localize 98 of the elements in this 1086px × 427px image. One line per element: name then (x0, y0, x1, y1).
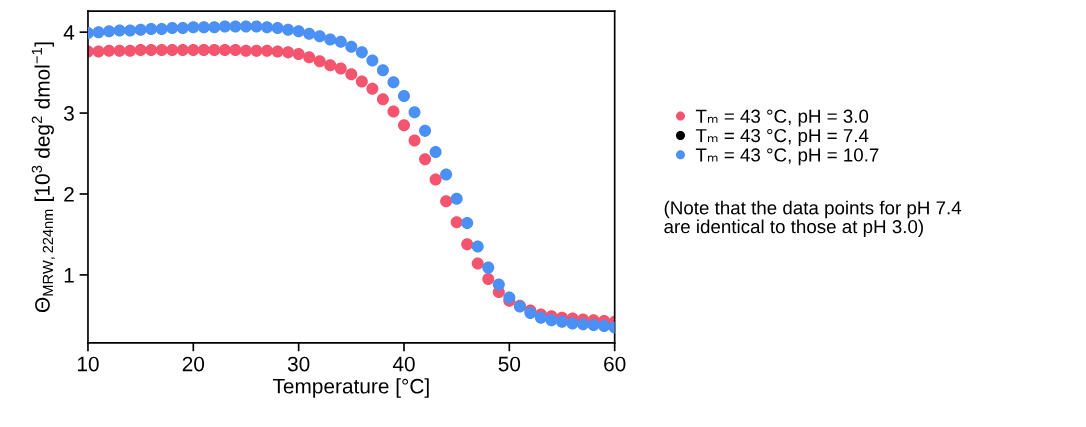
point (197, 43, 210, 56)
point (376, 64, 389, 77)
point (303, 51, 316, 64)
point (103, 25, 116, 38)
x-tick-label: 40 (392, 356, 415, 372)
point (387, 76, 400, 89)
text: Θ$_{MRW,224nm}$ [10$^{3}$ deg$^{2}$ dmol$^{−1}$] (31, 42, 55, 313)
point (155, 43, 168, 56)
point (292, 25, 305, 38)
point (366, 54, 379, 67)
point (124, 24, 137, 37)
point (461, 238, 474, 251)
point (113, 24, 126, 37)
point (282, 46, 295, 59)
point (166, 43, 179, 56)
point (387, 105, 400, 118)
point (261, 21, 274, 34)
point (197, 21, 210, 34)
point (355, 46, 368, 59)
x-tick-label: 50 (498, 356, 521, 372)
point (229, 43, 242, 56)
point (176, 43, 189, 56)
point (313, 30, 326, 43)
point (482, 272, 495, 285)
point (124, 44, 137, 57)
point (429, 145, 442, 158)
point (566, 317, 579, 330)
point (271, 45, 284, 58)
point (250, 44, 263, 57)
point (250, 20, 263, 33)
point (397, 90, 411, 103)
point (145, 43, 158, 56)
y-tick-label: 3 (63, 106, 74, 121)
point (303, 27, 316, 40)
point (313, 55, 326, 68)
point (187, 43, 200, 56)
x-tick-label: 20 (182, 356, 205, 372)
point (482, 261, 495, 274)
point (408, 134, 421, 147)
point (292, 47, 305, 60)
x-tick-label: 60 (604, 356, 626, 372)
point (334, 35, 347, 48)
point (355, 75, 368, 88)
point (440, 195, 453, 208)
point (587, 319, 600, 332)
point (471, 240, 484, 253)
point (208, 21, 221, 34)
legend-label: Tₘ = 43 °C, pH = 7.4 (695, 128, 869, 146)
point (545, 314, 558, 327)
point (450, 192, 463, 205)
legend-label: Tₘ = 43 °C, pH = 10.7 (695, 148, 879, 166)
point (229, 20, 242, 33)
point (187, 21, 200, 34)
x-axis-title: Temperature [°C] (272, 378, 429, 398)
point (429, 173, 442, 186)
point (208, 43, 221, 56)
point (134, 23, 147, 36)
point (218, 43, 231, 56)
y-tick-label: 1 (64, 268, 74, 283)
point (261, 44, 274, 57)
point (166, 22, 179, 35)
point (282, 23, 295, 36)
point (345, 68, 358, 81)
point (408, 106, 421, 119)
point (176, 22, 189, 35)
point (471, 257, 484, 270)
point (345, 40, 358, 53)
point (145, 22, 158, 35)
point (450, 216, 463, 229)
point (271, 22, 284, 35)
point (134, 43, 147, 56)
legend-label: Tₘ = 43 °C, pH = 3.0 (695, 109, 869, 127)
y-tick-label: 2 (64, 186, 74, 202)
point (555, 315, 569, 328)
point (155, 22, 168, 35)
y-tick-label: 4 (63, 25, 75, 40)
point (324, 59, 337, 72)
point (376, 93, 389, 106)
point (598, 319, 611, 332)
point (113, 44, 126, 57)
point (419, 124, 432, 137)
point (92, 26, 105, 39)
point (334, 62, 347, 75)
point (324, 33, 337, 46)
point (461, 217, 474, 230)
point (103, 44, 116, 57)
point (577, 318, 590, 331)
point (397, 119, 411, 132)
point (492, 278, 505, 291)
point (92, 45, 105, 58)
x-tick-label: 30 (287, 356, 310, 372)
point (440, 168, 453, 181)
point (239, 44, 252, 57)
point (218, 20, 231, 33)
point (366, 82, 379, 95)
x-tick-label: 10 (77, 356, 99, 372)
text: (Note that the data points for pH 7.4 are identical to those at pH 3.0) (664, 200, 962, 238)
point (419, 153, 432, 166)
